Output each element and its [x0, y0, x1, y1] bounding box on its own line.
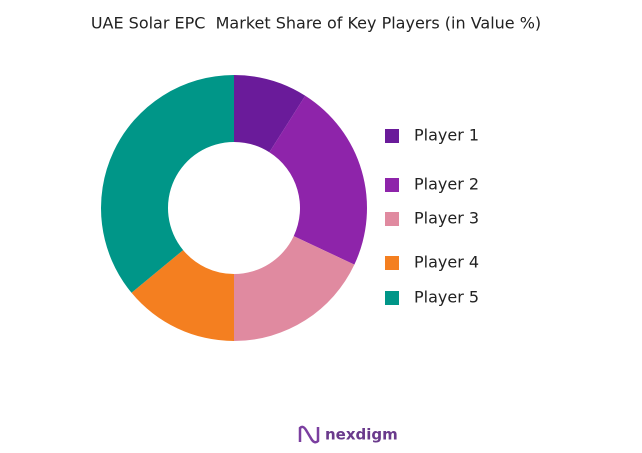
donut-slice	[100, 75, 235, 293]
donut-slice	[234, 75, 306, 153]
legend-label: Player 4	[414, 253, 479, 272]
donut-slice	[234, 236, 355, 341]
logo: nexdigm	[298, 425, 398, 444]
donut-slice	[131, 250, 234, 341]
logo-text: nexdigm	[325, 426, 398, 444]
legend-swatch	[385, 178, 399, 192]
legend-swatch	[385, 291, 399, 305]
legend-swatch	[385, 129, 399, 143]
legend-label: Player 3	[414, 209, 479, 228]
donut-slice	[269, 95, 368, 265]
legend-swatch	[385, 212, 399, 226]
chart-title: UAE Solar EPC Market Share of Key Player…	[91, 14, 541, 33]
legend-label: Player 5	[414, 288, 479, 307]
legend-label: Player 1	[414, 126, 479, 145]
legend-swatch	[385, 256, 399, 270]
legend-label: Player 2	[414, 175, 479, 194]
logo-icon	[298, 425, 320, 444]
